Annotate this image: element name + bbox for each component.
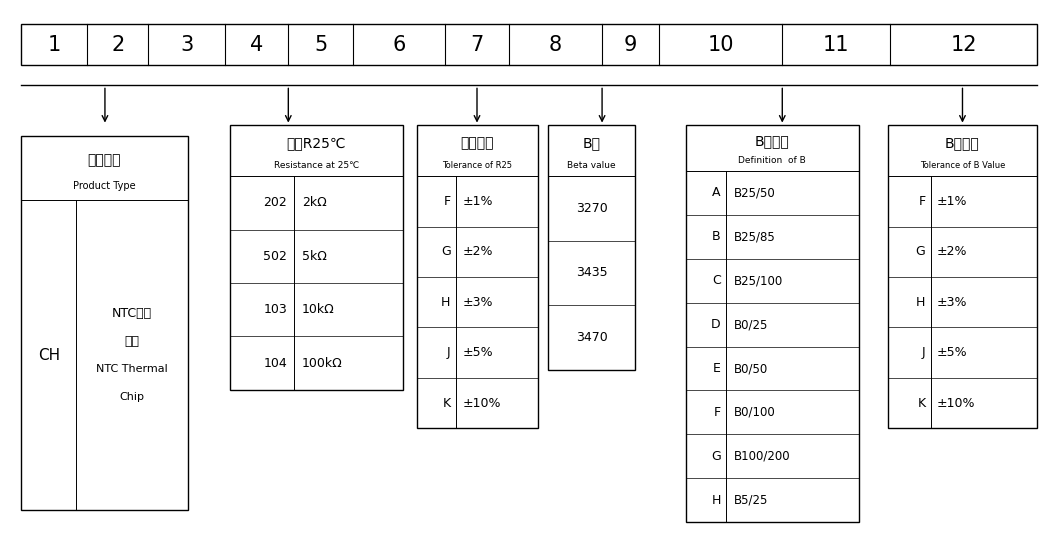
- Text: 2: 2: [111, 35, 124, 54]
- Text: ±2%: ±2%: [937, 245, 968, 258]
- Text: ±3%: ±3%: [937, 296, 968, 309]
- Text: B25/100: B25/100: [734, 274, 782, 287]
- Text: B25/85: B25/85: [734, 230, 775, 244]
- Text: 芯片: 芯片: [124, 335, 140, 348]
- Text: 3435: 3435: [576, 266, 607, 279]
- Text: C: C: [712, 274, 721, 287]
- Text: ±10%: ±10%: [462, 397, 500, 410]
- Text: 1: 1: [48, 35, 60, 54]
- Text: A: A: [712, 186, 721, 199]
- Text: G: G: [441, 245, 450, 258]
- Text: K: K: [442, 397, 450, 410]
- Text: F: F: [443, 195, 450, 208]
- Text: 3: 3: [180, 35, 193, 54]
- Text: 6: 6: [392, 35, 406, 54]
- Text: ±3%: ±3%: [462, 296, 493, 309]
- Text: 104: 104: [264, 357, 287, 370]
- Text: Product Type: Product Type: [73, 181, 136, 191]
- Text: 7: 7: [471, 35, 483, 54]
- Text: 阻值R25℃: 阻值R25℃: [286, 136, 347, 150]
- Bar: [21, 136, 188, 510]
- Text: ±1%: ±1%: [462, 195, 493, 208]
- Text: Tolerance of R25: Tolerance of R25: [442, 161, 513, 170]
- Text: B25/50: B25/50: [734, 186, 775, 199]
- Text: D: D: [711, 318, 721, 331]
- Text: 202: 202: [264, 197, 287, 209]
- Text: Chip: Chip: [120, 392, 144, 402]
- Text: Tolerance of B Value: Tolerance of B Value: [920, 161, 1005, 170]
- Text: G: G: [711, 450, 721, 463]
- Text: H: H: [916, 296, 925, 309]
- Text: 5: 5: [314, 35, 328, 54]
- Text: J: J: [922, 346, 925, 359]
- Bar: [21, 24, 1037, 65]
- Text: 100kΩ: 100kΩ: [302, 357, 342, 370]
- Text: CH: CH: [38, 348, 59, 363]
- Text: 8: 8: [549, 35, 562, 54]
- Text: B0/25: B0/25: [734, 318, 767, 331]
- Text: F: F: [713, 406, 721, 419]
- Text: 10kΩ: 10kΩ: [302, 303, 335, 316]
- Text: 10: 10: [708, 35, 734, 54]
- Text: J: J: [447, 346, 450, 359]
- Text: B0/100: B0/100: [734, 406, 775, 419]
- Text: ±2%: ±2%: [462, 245, 493, 258]
- Text: 103: 103: [264, 303, 287, 316]
- Bar: [686, 125, 859, 522]
- Text: ±1%: ±1%: [937, 195, 968, 208]
- Text: K: K: [917, 397, 925, 410]
- Text: B0/50: B0/50: [734, 362, 767, 375]
- Text: 12: 12: [951, 35, 977, 54]
- Text: 3270: 3270: [576, 202, 607, 215]
- Text: H: H: [441, 296, 450, 309]
- Text: 502: 502: [263, 250, 287, 263]
- Text: ±5%: ±5%: [462, 346, 493, 359]
- Text: ±10%: ±10%: [937, 397, 975, 410]
- Bar: [230, 125, 403, 390]
- Text: E: E: [713, 362, 721, 375]
- Text: 11: 11: [823, 35, 849, 54]
- Text: 3470: 3470: [576, 331, 607, 344]
- Text: F: F: [918, 195, 925, 208]
- Text: 2kΩ: 2kΩ: [302, 197, 326, 209]
- Text: B5/25: B5/25: [734, 494, 767, 507]
- Text: B值说明: B值说明: [755, 135, 790, 148]
- Text: B: B: [712, 230, 721, 244]
- Text: G: G: [916, 245, 925, 258]
- Text: B100/200: B100/200: [734, 450, 790, 463]
- Text: ±5%: ±5%: [937, 346, 968, 359]
- Text: 产品型号: 产品型号: [88, 153, 121, 167]
- Text: NTC热敏: NTC热敏: [112, 307, 152, 320]
- Text: Definition  of B: Definition of B: [739, 156, 806, 166]
- Text: B值精度: B值精度: [946, 136, 979, 150]
- Text: 阻值精度: 阻值精度: [461, 136, 494, 150]
- Text: Beta value: Beta value: [567, 161, 616, 170]
- Text: 9: 9: [624, 35, 637, 54]
- Text: 5kΩ: 5kΩ: [302, 250, 326, 263]
- Bar: [417, 125, 538, 428]
- Text: Resistance at 25℃: Resistance at 25℃: [273, 161, 359, 170]
- Text: 4: 4: [250, 35, 263, 54]
- Text: H: H: [711, 494, 721, 507]
- Bar: [548, 125, 635, 370]
- Text: NTC Thermal: NTC Thermal: [96, 364, 167, 374]
- Text: B值: B值: [583, 136, 600, 150]
- Bar: [888, 125, 1037, 428]
